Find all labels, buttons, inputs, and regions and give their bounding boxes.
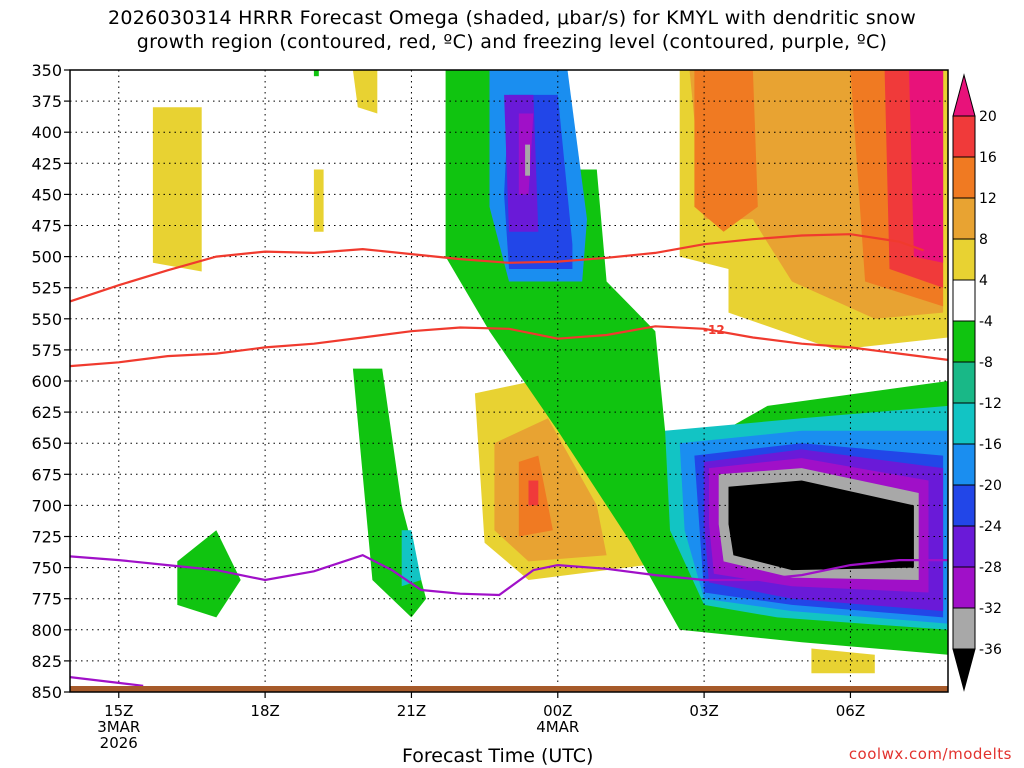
- colorbar-band: [952, 156, 976, 199]
- x-tick-label: 06Z: [836, 702, 865, 720]
- terrain-strip: [70, 686, 948, 692]
- colorbar-band-bottom: [952, 648, 976, 692]
- x-date-label: 4MAR: [536, 718, 579, 736]
- colorbar-band: [952, 320, 976, 363]
- y-tick-label: 650: [31, 434, 62, 453]
- y-tick-label: 600: [31, 372, 62, 391]
- y-tick-label: 550: [31, 310, 62, 329]
- x-date-label: 2026: [100, 734, 138, 752]
- x-tick-label: 00Z: [543, 702, 572, 720]
- y-tick-label: 400: [31, 123, 62, 142]
- colorbar-label: -12: [979, 396, 1002, 412]
- omega-region-16: [525, 144, 530, 176]
- omega-region-6: [528, 480, 539, 506]
- colorbar-label: -24: [979, 519, 1002, 535]
- colorbar-band: [952, 238, 976, 281]
- colorbar-band: [952, 566, 976, 609]
- omega-region-30: [811, 648, 875, 674]
- x-tick-label: 18Z: [250, 702, 279, 720]
- colorbar-band: [952, 197, 976, 240]
- colorbar-band: [952, 361, 976, 404]
- chart-title-line-1: 2026030314 HRRR Forecast Omega (shaded, …: [107, 7, 917, 29]
- colorbar-label: -20: [979, 478, 1002, 494]
- colorbar-band: [952, 607, 976, 650]
- x-tick-label: 15Z: [104, 702, 133, 720]
- colorbar-band: [952, 115, 976, 158]
- y-tick-label: 850: [31, 683, 62, 702]
- colorbar-label: 4: [979, 273, 988, 289]
- colorbar-band: [952, 525, 976, 568]
- site-credit: coolwx.com/modelts: [848, 745, 1012, 763]
- y-tick-label: 500: [31, 248, 62, 267]
- omega-region-8: [177, 530, 241, 618]
- colorbar-band: [952, 279, 976, 322]
- freezing-level-contour-0: [70, 554, 948, 597]
- y-tick-label: 375: [31, 92, 62, 111]
- colorbar-label: 16: [979, 150, 997, 166]
- chart-title-line-2: growth region (contoured, red, ºC) and f…: [136, 31, 888, 53]
- colorbar-label: -28: [979, 560, 1002, 576]
- dendritic-contour-2: [70, 233, 924, 303]
- y-tick-label: 700: [31, 496, 62, 515]
- y-tick-label: 450: [31, 185, 62, 204]
- y-tick-label: 575: [31, 341, 62, 360]
- colorbar-band: [952, 443, 976, 486]
- colorbar-band-top: [952, 73, 976, 117]
- omega-region-29: [728, 480, 914, 571]
- temperature-contours: 0 -12: [70, 233, 948, 687]
- omega-region-1: [352, 70, 378, 114]
- y-tick-label: 750: [31, 559, 62, 578]
- omega-region-7: [313, 70, 319, 77]
- omega-region-22: [909, 70, 944, 263]
- y-tick-label: 625: [31, 403, 62, 422]
- contour-label: -12: [703, 323, 725, 337]
- grid: [70, 70, 948, 692]
- omega-region-19: [694, 70, 758, 232]
- colorbar: 20 16 12 8 4 -4 -8 -12 -16 -20 -24 -28 -32 -36: [952, 73, 1002, 692]
- x-tick-label: 21Z: [397, 702, 426, 720]
- chart-title: 2026030314 HRRR Forecast Omega (shaded, …: [0, 6, 1024, 54]
- colorbar-label: -32: [979, 601, 1002, 617]
- y-tick-label: 350: [31, 61, 62, 80]
- colorbar-label: -16: [979, 437, 1002, 453]
- y-tick-label: 525: [31, 279, 62, 298]
- y-tick-label: 725: [31, 528, 62, 547]
- colorbar-band: [952, 402, 976, 445]
- colorbar-label: -36: [979, 642, 1002, 658]
- omega-region-10: [401, 530, 422, 587]
- colorbar-label: -4: [979, 314, 993, 330]
- omega-region-2: [313, 169, 324, 232]
- dendritic-contour-3: [70, 325, 948, 368]
- omega-shading: [152, 70, 948, 674]
- x-date-label: 3MAR: [97, 718, 140, 736]
- colorbar-label: 8: [979, 232, 988, 248]
- x-tick-label: 03Z: [689, 702, 718, 720]
- y-tick-label: 825: [31, 652, 62, 671]
- freezing-level-contour-1: [70, 676, 144, 687]
- y-tick-label: 425: [31, 154, 62, 173]
- colorbar-label: 20: [979, 109, 997, 125]
- colorbar-label: -8: [979, 355, 993, 371]
- y-tick-label: 775: [31, 590, 62, 609]
- x-axis-title: Forecast Time (UTC): [402, 745, 594, 767]
- omega-region-0: [152, 107, 202, 272]
- colorbar-band: [952, 484, 976, 527]
- contour-label: 0: [724, 562, 732, 576]
- y-tick-label: 800: [31, 621, 62, 640]
- y-tick-label: 675: [31, 465, 62, 484]
- y-tick-label: 475: [31, 217, 62, 236]
- y-axis: 350 375 400 425 450 475 500 525 550 575 600 625 650 6…: [31, 61, 70, 702]
- colorbar-label: 12: [979, 191, 997, 207]
